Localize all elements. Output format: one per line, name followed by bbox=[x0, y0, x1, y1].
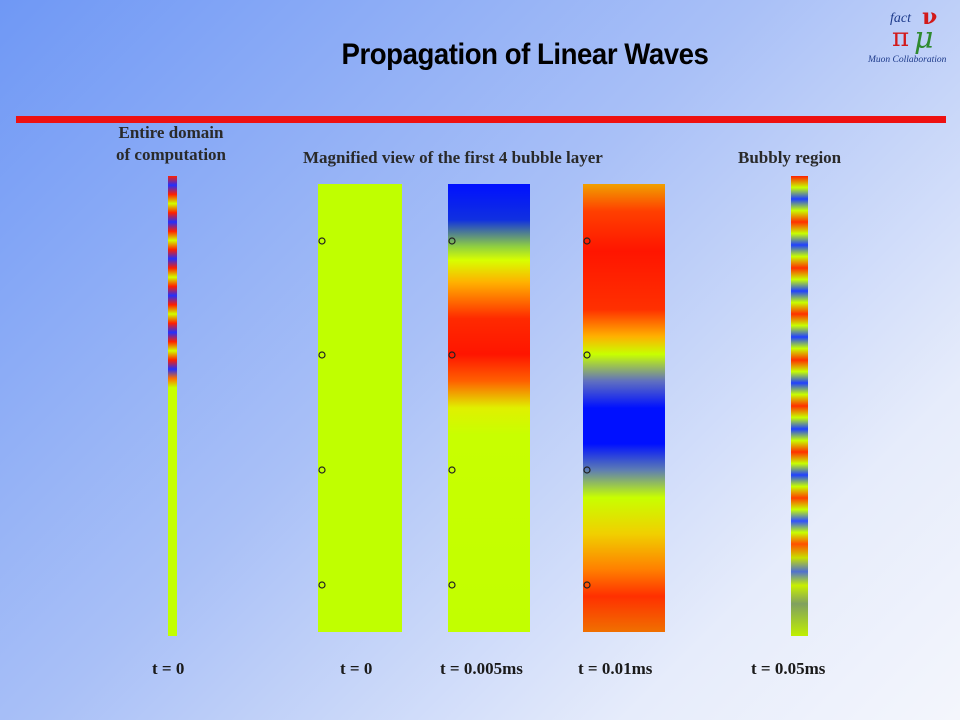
time-label-t0: t = 0 bbox=[340, 659, 373, 678]
svg-text:μ: μ bbox=[914, 21, 934, 56]
logo-fact-text: fact bbox=[890, 11, 912, 26]
bubbly-region-strip bbox=[791, 176, 808, 636]
page-title: Propagation of Linear Waves bbox=[341, 38, 709, 71]
bubbly-region-label: Bubbly region bbox=[738, 148, 842, 167]
accent-divider bbox=[16, 116, 946, 123]
entire-domain-strip bbox=[168, 176, 177, 636]
svg-text:π: π bbox=[892, 23, 909, 53]
magnified-view-label: Magnified view of the first 4 bubble lay… bbox=[303, 148, 603, 167]
time-label-entire: t = 0 bbox=[152, 659, 185, 678]
svg-text:ν: ν bbox=[922, 4, 937, 30]
muon-collaboration-logo: fact ν π μ Muon Collaboration bbox=[867, 4, 947, 65]
time-label-t0005: t = 0.005ms bbox=[440, 659, 523, 678]
magnified-strip-t0 bbox=[318, 184, 402, 632]
magnified-strip-t001 bbox=[583, 184, 665, 632]
logo-caption: Muon Collaboration bbox=[867, 55, 947, 65]
time-label-t005: t = 0.05ms bbox=[751, 659, 826, 678]
magnified-strip-t0005 bbox=[448, 184, 530, 632]
entire-domain-label: Entire domain of computation bbox=[115, 123, 227, 164]
time-label-t001: t = 0.01ms bbox=[578, 659, 653, 678]
